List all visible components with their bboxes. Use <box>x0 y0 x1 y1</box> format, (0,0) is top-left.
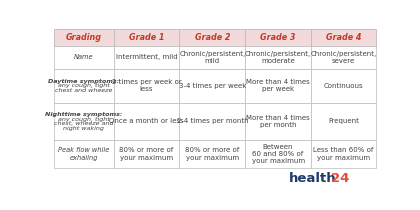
Bar <box>311 103 376 140</box>
Text: Grading: Grading <box>66 33 102 42</box>
Text: any cough, tight: any cough, tight <box>58 83 110 88</box>
Text: Less than 60% of
your maximum: Less than 60% of your maximum <box>313 147 374 161</box>
Bar <box>54 68 114 103</box>
Text: chest and wheeze: chest and wheeze <box>55 88 113 93</box>
Bar <box>179 46 245 68</box>
Bar <box>179 68 245 103</box>
Text: 3-4 times per week: 3-4 times per week <box>178 83 246 89</box>
Text: Grade 4: Grade 4 <box>326 33 362 42</box>
Bar <box>54 46 114 68</box>
Text: Peak flow while
exhaling: Peak flow while exhaling <box>58 147 110 161</box>
Bar <box>311 140 376 168</box>
Bar <box>311 46 376 68</box>
Bar <box>114 103 179 140</box>
Text: health: health <box>289 172 336 185</box>
Text: Nighttime symptoms:: Nighttime symptoms: <box>45 112 123 117</box>
Text: night waking: night waking <box>63 126 105 131</box>
Text: More than 4 times
per week: More than 4 times per week <box>246 79 310 92</box>
Text: Daytime symptoms:: Daytime symptoms: <box>48 79 120 84</box>
Bar <box>114 29 179 46</box>
Text: any cough, tight: any cough, tight <box>58 117 110 122</box>
Bar <box>245 140 311 168</box>
Text: Continuous: Continuous <box>324 83 363 89</box>
Bar <box>311 29 376 46</box>
Bar <box>54 140 114 168</box>
Text: 2-4 times per month: 2-4 times per month <box>176 118 248 124</box>
Bar <box>245 103 311 140</box>
Text: Grade 3: Grade 3 <box>260 33 296 42</box>
Bar <box>311 68 376 103</box>
Text: 2 times per week or
less: 2 times per week or less <box>112 79 181 92</box>
Text: Grade 1: Grade 1 <box>129 33 164 42</box>
Text: chest, wheeze and: chest, wheeze and <box>54 121 114 126</box>
Text: Chronic/persistent,
severe: Chronic/persistent, severe <box>310 51 377 64</box>
Bar <box>114 46 179 68</box>
Bar <box>114 68 179 103</box>
Bar <box>179 29 245 46</box>
Bar <box>179 140 245 168</box>
Text: Grade 2: Grade 2 <box>194 33 230 42</box>
Bar <box>54 29 114 46</box>
Bar <box>114 140 179 168</box>
Text: More than 4 times
per month: More than 4 times per month <box>246 115 310 128</box>
Text: Between
60 and 80% of
your maximum: Between 60 and 80% of your maximum <box>252 144 304 164</box>
Bar <box>179 103 245 140</box>
Text: 24: 24 <box>331 172 350 185</box>
Bar <box>245 68 311 103</box>
Text: Frequent: Frequent <box>328 118 359 124</box>
Bar <box>245 29 311 46</box>
Text: Once a month or less: Once a month or less <box>109 118 184 124</box>
Bar <box>245 46 311 68</box>
Bar <box>54 103 114 140</box>
Text: Chronic/persistent,
moderate: Chronic/persistent, moderate <box>245 51 311 64</box>
Text: Intermittent, mild: Intermittent, mild <box>116 54 177 60</box>
Text: Name: Name <box>74 54 94 60</box>
Text: 80% or more of
your maximum: 80% or more of your maximum <box>119 147 174 161</box>
Text: 80% or more of
your maximum: 80% or more of your maximum <box>185 147 239 161</box>
Text: Chronic/persistent,
mild: Chronic/persistent, mild <box>179 51 245 64</box>
